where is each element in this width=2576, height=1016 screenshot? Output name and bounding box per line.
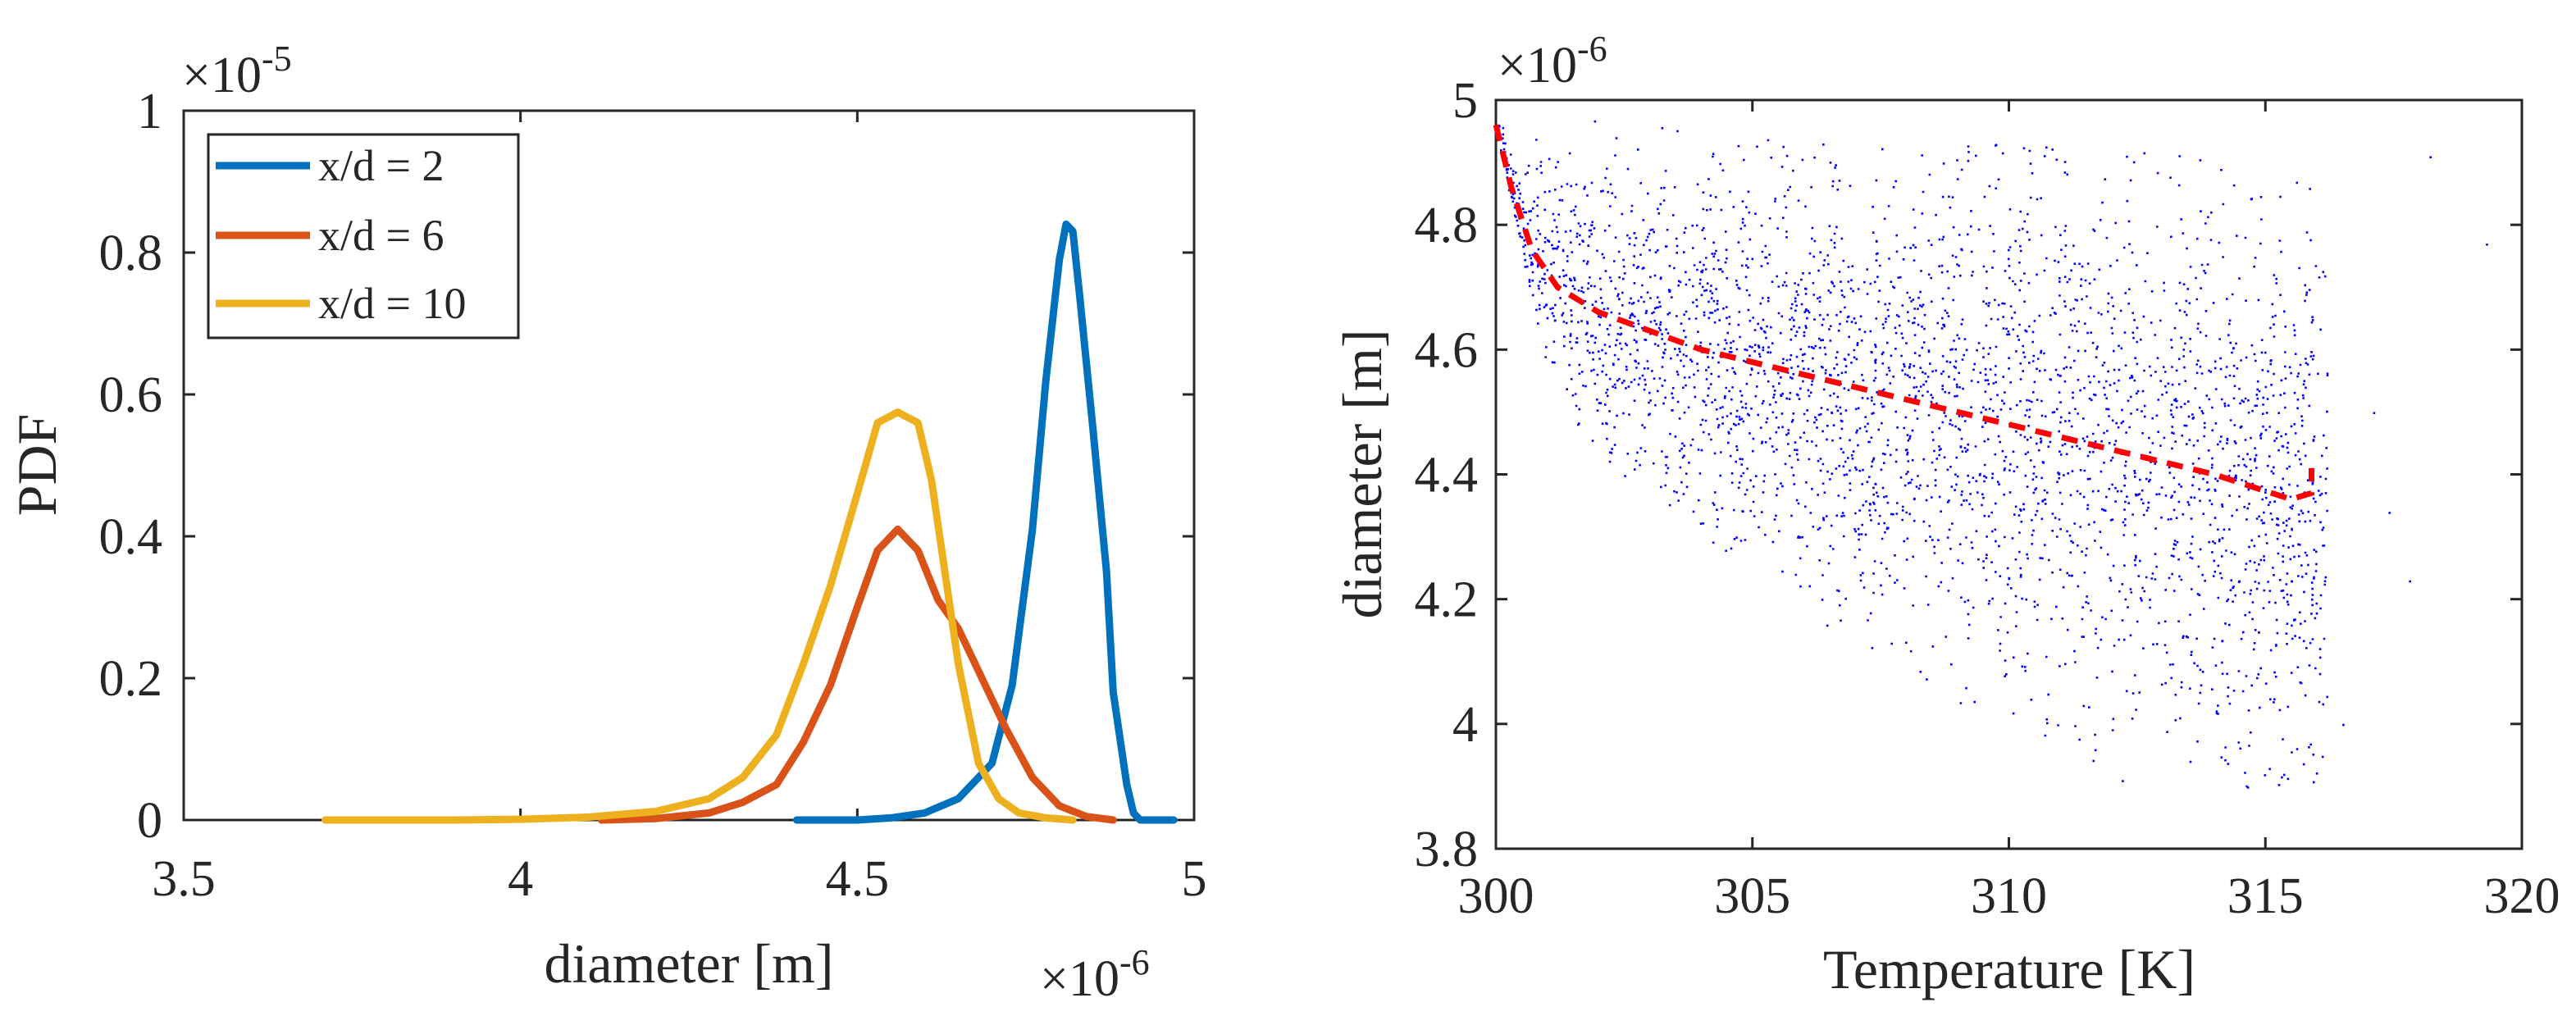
y-tick-label: 1 — [137, 84, 162, 139]
x-tick-label: 3.5 — [152, 851, 216, 907]
x-tick-label: 315 — [2227, 868, 2304, 924]
legend-label-x-d-10: x/d = 10 — [318, 279, 466, 328]
series-line-1 — [597, 525, 1117, 824]
y-tick-label: 0.8 — [99, 226, 163, 281]
x-tick-label: 5 — [1182, 851, 1207, 907]
x-tick-label: 4.5 — [826, 851, 890, 907]
x-tick-label: 310 — [1971, 868, 2047, 924]
pdf-chart-legend: x/d = 2 x/d = 6 x/d = 10 — [207, 133, 520, 339]
y-tick-label: 5 — [1452, 73, 1478, 129]
scatter-chart-y-axis-label: diameter [m] — [1331, 329, 1393, 618]
series-line-2 — [321, 408, 1077, 824]
legend-label-x-d-2: x/d = 2 — [318, 141, 444, 190]
scatter-chart-plot-area — [1494, 98, 2524, 850]
y-tick-label: 0.4 — [99, 509, 163, 565]
pdf-chart-ticks: 3.5 4 4.5 5 0 0.2 0.4 0.6 0.8 1 — [99, 84, 1207, 907]
y-tick-label: 4.4 — [1415, 448, 1479, 503]
y-tick-label: 4.6 — [1415, 322, 1479, 378]
x-tick-label: 320 — [2484, 868, 2560, 924]
x-tick-label: 305 — [1714, 868, 1790, 924]
y-tick-label: 0 — [137, 793, 162, 849]
scatter-chart: 300 305 310 315 320 3.8 4 4.2 4.4 4.6 4.8 5 Tempera… — [1331, 29, 2560, 1000]
pdf-chart-y-multiplier: ×10-5 — [182, 39, 292, 103]
pdf-chart-x-multiplier: ×10-6 — [1040, 942, 1150, 1007]
pdf-chart-x-axis-label: diameter [m] — [544, 932, 833, 995]
y-tick-label: 4 — [1452, 697, 1478, 753]
scatter-chart-x-axis-label: Temperature [K] — [1823, 938, 2195, 1000]
y-tick-label: 4.8 — [1415, 198, 1479, 253]
pdf-chart-lines — [321, 220, 1178, 824]
x-tick-label: 4 — [508, 851, 533, 907]
y-tick-label: 4.2 — [1415, 572, 1479, 628]
y-tick-label: 0.2 — [99, 651, 163, 707]
pdf-chart-y-axis-label: PDF — [6, 414, 68, 517]
legend-label-x-d-6: x/d = 6 — [318, 211, 444, 260]
x-tick-label: 300 — [1458, 868, 1534, 924]
series-line-0 — [792, 220, 1178, 824]
pdf-chart: 3.5 4 4.5 500.20.40.60.81 diameter [m] PDF … — [6, 39, 1207, 1007]
scatter-chart-ticks: 300 305 310 315 320 3.8 4 4.2 4.4 4.6 4.8 5 — [1415, 73, 2560, 924]
y-tick-label: 3.8 — [1415, 822, 1479, 877]
scatter-trend-line — [1493, 124, 2314, 503]
y-tick-label: 0.6 — [99, 367, 163, 423]
scatter-chart-y-multiplier: ×10-6 — [1498, 29, 1607, 93]
